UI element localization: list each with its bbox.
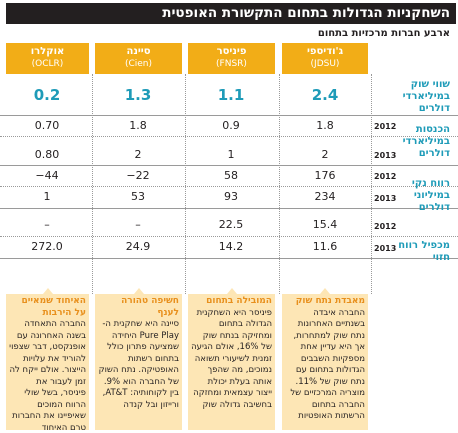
pe-2013-value: 14.2 [218, 240, 244, 253]
column-header-name: ג'ודיספי [306, 46, 344, 57]
note-heading: חשיפה טהורה לענף [121, 296, 179, 318]
note-jdsu: מאבדת נתח שוק החברה איבדה בשנתיים האחרונ… [282, 296, 368, 430]
row-divider [0, 115, 458, 116]
pe-2012-value: 15.4 [312, 218, 338, 231]
market-cap-value: 1.1 [217, 86, 245, 104]
net-profit-2012-value: 58 [224, 169, 238, 182]
net-profit-2013-value: 1 [43, 190, 51, 203]
net-profit-2012-value: −22 [126, 169, 150, 182]
net-profit-2012-value: 176 [314, 169, 336, 182]
row-label-pe: מכפיל רווח חזוי [398, 240, 450, 263]
year-label: 2013 [374, 244, 397, 253]
column-header-name: אוקלרו [30, 46, 65, 57]
row-divider [0, 236, 458, 237]
column-header-ticker: (JDSU) [310, 59, 340, 69]
column-header-ticker: (OCLR) [31, 59, 64, 69]
note-heading: המובילה בתחום [206, 296, 272, 306]
note-body: החברה התאחדה בשנה האחרונה עם אופנקסט, דב… [9, 319, 86, 430]
note-body: פיניסר היא השחקנית הגדולה בתחום ומחזיקה … [191, 307, 272, 410]
row-divider [0, 208, 458, 209]
revenue-2012-value: 0.9 [222, 119, 240, 132]
note-background [95, 294, 182, 430]
year-label: 2012 [374, 222, 397, 231]
note-pointer [227, 288, 237, 294]
market-cap-value: 1.3 [124, 86, 152, 104]
revenue-2013-value: 0.80 [34, 148, 60, 161]
net-profit-2012-value: −44 [35, 169, 59, 182]
revenue-2013-value: 1 [227, 148, 235, 161]
note-background [6, 294, 89, 430]
year-label: 2013 [374, 194, 397, 203]
year-label: 2013 [374, 151, 397, 160]
column-header-name: פיניסר [216, 46, 247, 57]
year-label: 2012 [374, 122, 397, 131]
column-divider [92, 74, 93, 294]
revenue-2013-value: 2 [134, 148, 142, 161]
column-header-jdsu: ג'ודיספי (JDSU) [282, 43, 368, 74]
note-body: החברה איבדה בשנתיים האחרונות נתח שוק למת… [290, 307, 365, 422]
note-heading: האיחוד שמאיים על הירבות [21, 296, 86, 318]
note-pointer [134, 288, 144, 294]
pe-2013-value: 11.6 [312, 240, 338, 253]
row-divider [0, 136, 458, 137]
note-pointer [320, 288, 330, 294]
market-cap-value: 0.2 [33, 86, 61, 104]
pe-2012-value: – [44, 218, 50, 231]
revenue-2012-value: 1.8 [316, 119, 334, 132]
row-label-net-profit: רווח נקי במיליוני דולרים [411, 178, 450, 213]
net-profit-2013-value: 53 [131, 190, 145, 203]
chart-subtitle: ארבע חברות מרכזיות בתחום [317, 28, 450, 39]
revenue-2012-value: 0.70 [34, 119, 60, 132]
pe-2012-value: – [135, 218, 141, 231]
note-cien: חשיפה טהורה לענף סיינה היא שחקנית ה-Pure… [95, 296, 182, 430]
column-header-name: סיינה [126, 46, 151, 57]
net-profit-2013-value: 93 [224, 190, 238, 203]
note-background [282, 294, 368, 430]
column-header-ticker: (Cien) [124, 59, 153, 69]
note-body: סיינה היא שחקנית ה-Pure Play היחידה שמצי… [98, 319, 179, 410]
revenue-2013-value: 2 [321, 148, 329, 161]
note-oclr: האיחוד שמאיים על הירבות החברה התאחדה בשנ… [6, 296, 89, 430]
column-header-cien: סיינה (Cien) [95, 43, 182, 74]
note-fnsr: המובילה בתחום פיניסר היא השחקנית הגדולה … [188, 296, 275, 430]
column-header-fnsr: פיניסר (FNSR) [188, 43, 275, 74]
row-divider [0, 186, 458, 187]
column-divider [371, 74, 372, 294]
pe-2012-value: 22.5 [218, 218, 244, 231]
row-divider [0, 165, 458, 166]
column-header-oclr: אוקלרו (OCLR) [6, 43, 89, 74]
note-pointer [43, 288, 53, 294]
column-divider [279, 74, 280, 294]
market-cap-value: 2.4 [311, 86, 339, 104]
pe-2013-value: 24.9 [125, 240, 151, 253]
note-background [188, 294, 275, 430]
row-label-revenue: הכנסות במיליארדי דולרים [402, 124, 450, 159]
revenue-2012-value: 1.8 [129, 119, 147, 132]
note-heading: מאבדת נתח שוק [295, 296, 365, 306]
row-label-market-cap: שווי שוק במיליארדי דולרים [402, 79, 450, 114]
column-divider [185, 74, 186, 294]
chart-title: השחקניות הגדולות בתחום התקשורת האופטית [6, 3, 456, 24]
column-header-ticker: (FNSR) [216, 59, 247, 69]
pe-2013-value: 272.0 [31, 240, 63, 253]
net-profit-2013-value: 234 [314, 190, 336, 203]
row-divider [0, 258, 458, 259]
year-label: 2012 [374, 172, 397, 181]
